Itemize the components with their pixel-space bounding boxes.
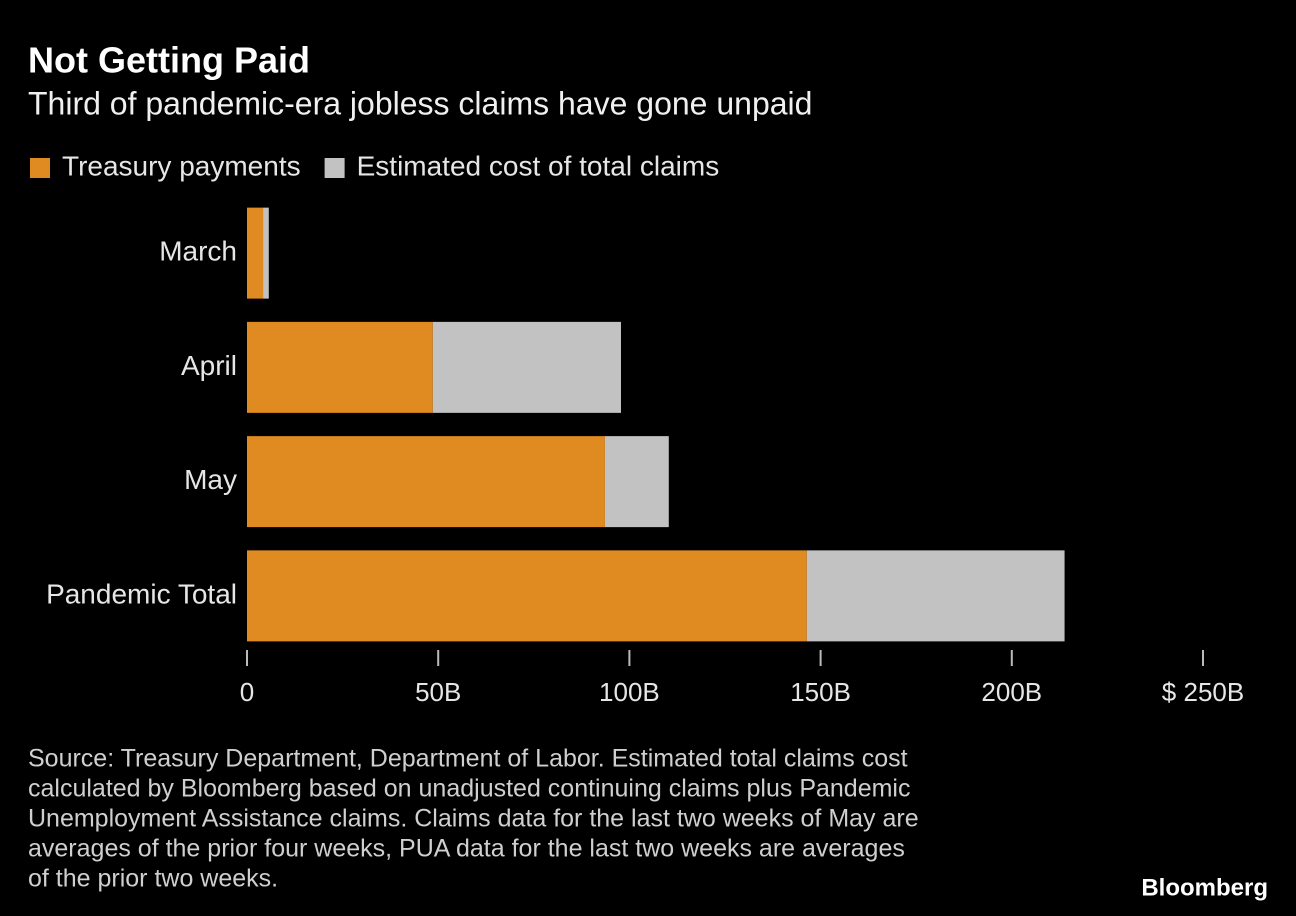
brand: Bloomberg <box>1141 874 1268 901</box>
bar-segment <box>263 207 269 299</box>
bar-segment <box>806 550 1065 642</box>
chart-subtitle: Third of pandemic-era jobless claims hav… <box>28 85 812 121</box>
x-tick-label: 100B <box>599 677 660 707</box>
legend-label: Estimated cost of total claims <box>357 150 720 181</box>
y-tick-label: March <box>159 236 237 267</box>
legend-swatch <box>30 158 50 178</box>
x-tick-label: 200B <box>981 677 1042 707</box>
x-tick-label: 0 <box>240 677 254 707</box>
y-tick-label: April <box>181 350 237 381</box>
source-note: Source: Treasury Department, Department … <box>28 745 908 773</box>
bar-segment <box>247 207 264 299</box>
bar-segment <box>247 321 433 413</box>
bar-segment <box>604 436 669 528</box>
legend-swatch <box>324 158 345 178</box>
source-note: Unemployment Assistance claims. Claims d… <box>28 805 919 833</box>
source-note: averages of the prior four weeks, PUA da… <box>28 835 905 863</box>
source-note: of the prior two weeks. <box>28 865 278 893</box>
y-tick-label: May <box>184 464 237 495</box>
y-tick-label: Pandemic Total <box>46 578 237 609</box>
x-tick-label: $ 250B <box>1162 677 1244 707</box>
source-note: calculated by Bloomberg based on unadjus… <box>28 775 910 803</box>
x-tick-label: 50B <box>415 677 461 707</box>
legend-label: Treasury payments <box>62 150 301 181</box>
chart-title: Not Getting Paid <box>28 40 310 81</box>
x-tick-label: 150B <box>790 677 851 707</box>
bar-segment <box>247 550 807 642</box>
bar-segment <box>247 436 605 528</box>
bar-segment <box>432 321 621 413</box>
